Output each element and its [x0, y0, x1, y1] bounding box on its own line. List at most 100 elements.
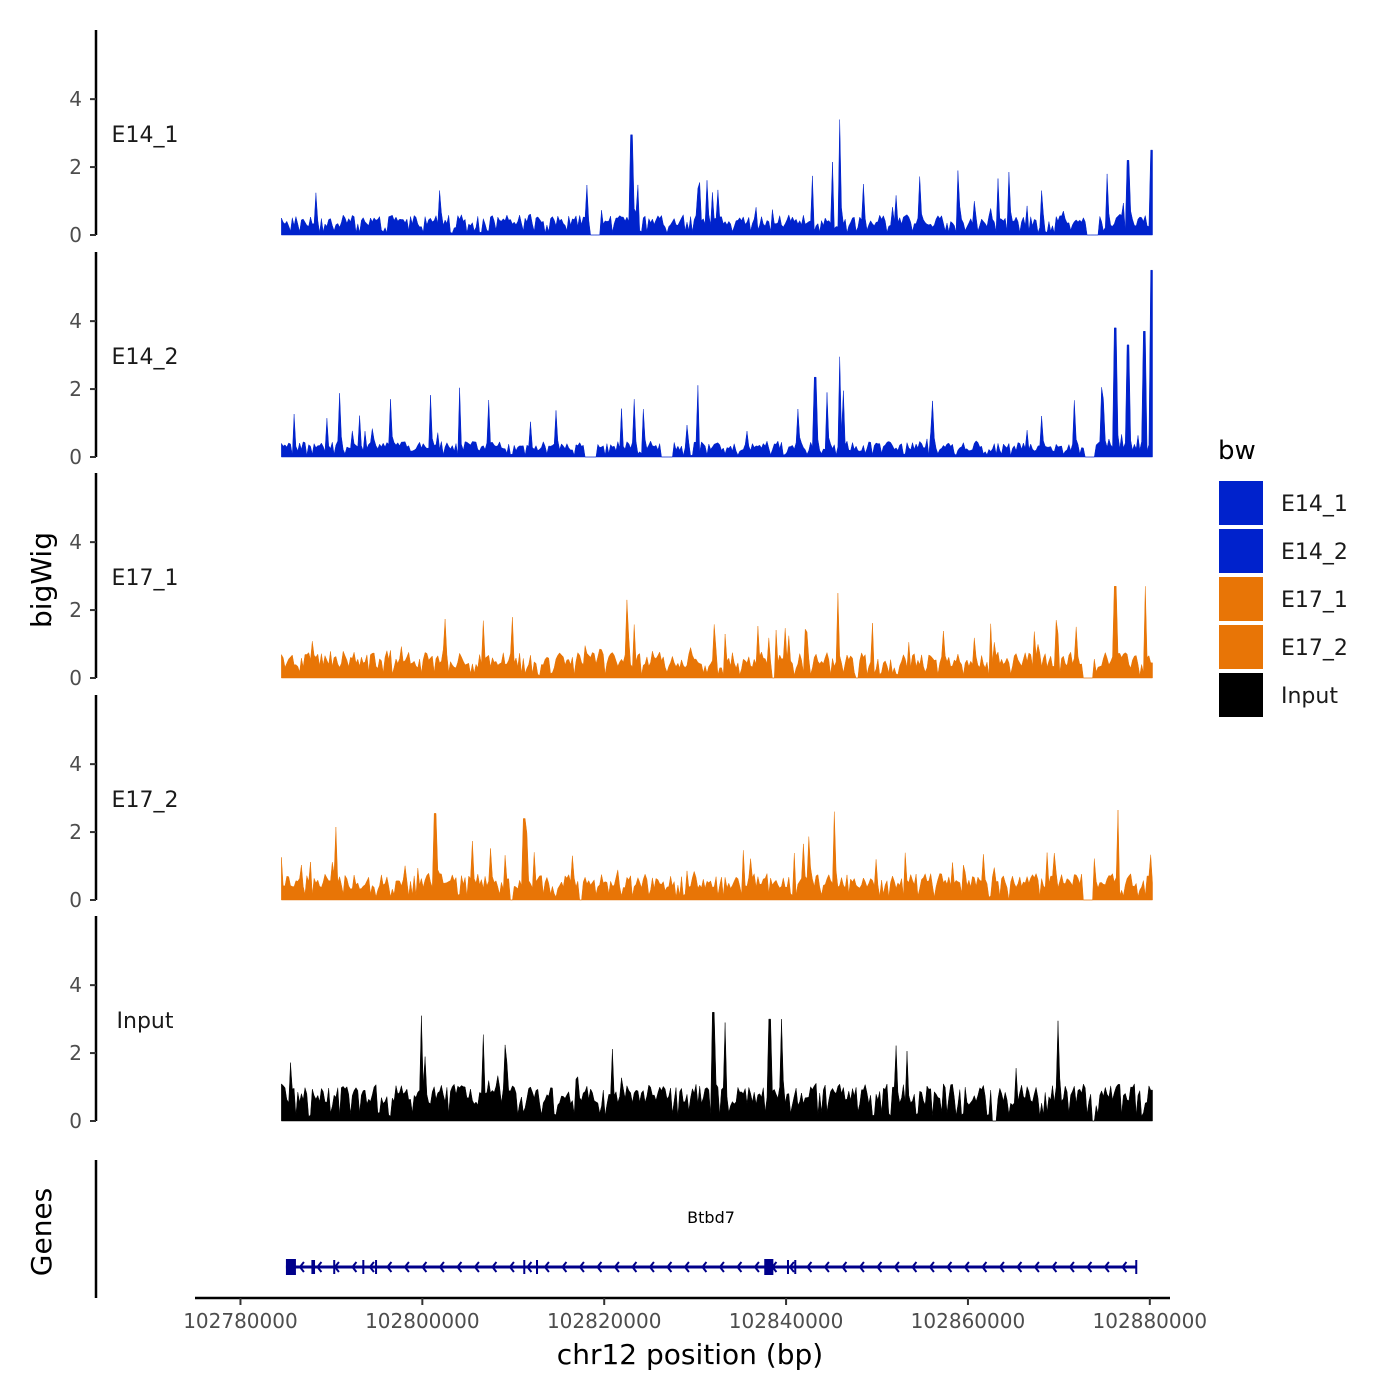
signal-area-E14_1: [281, 119, 1153, 236]
strand-arrow: [1051, 1261, 1058, 1273]
track-label: Input: [117, 1009, 174, 1034]
legend-entry-E14_1: E14_1: [1219, 481, 1348, 525]
strand-arrow: [946, 1261, 953, 1273]
legend-swatch: [1219, 529, 1263, 573]
strand-arrow: [1086, 1261, 1093, 1273]
strand-arrow: [911, 1261, 918, 1273]
track-label: E14_1: [112, 123, 179, 148]
y-tick-label: 0: [69, 1109, 82, 1133]
strand-arrow: [648, 1261, 655, 1273]
track-E17_2: 0 2 4 E17_2: [69, 695, 1153, 912]
legend-entry-Input: Input: [1219, 673, 1338, 717]
tracks: 0 2 4 E14_1 0 2 4 E14_2 0 2 4 E17_1 0 2 4 E17_2 0 2 4 Input: [69, 30, 1153, 1133]
strand-arrow: [578, 1261, 585, 1273]
y-tick-label: 4: [69, 87, 82, 111]
x-tick-label: 102780000: [183, 1309, 298, 1333]
y-tick-label: 4: [69, 530, 82, 554]
genes-axis-title: Genes: [25, 1188, 58, 1276]
x-tick-label: 102800000: [365, 1309, 480, 1333]
strand-arrow: [1068, 1261, 1075, 1273]
strand-arrow: [806, 1261, 813, 1273]
exon: [333, 1260, 336, 1274]
signal-area-E14_2: [281, 269, 1153, 458]
strand-arrow: [596, 1261, 603, 1273]
signal-area-E17_2: [281, 809, 1153, 901]
strand-arrow: [298, 1261, 305, 1273]
strand-arrow: [631, 1261, 638, 1273]
exon: [786, 1260, 789, 1274]
track-label: E17_1: [112, 566, 179, 591]
strand-arrow: [858, 1261, 865, 1273]
strand-arrow: [666, 1261, 673, 1273]
legend-label: E14_1: [1281, 492, 1348, 517]
x-tick-label: 102840000: [729, 1309, 844, 1333]
legend-swatch: [1219, 673, 1263, 717]
strand-arrow: [613, 1261, 620, 1273]
strand-arrow: [526, 1261, 533, 1273]
y-tick-label: 0: [69, 445, 82, 469]
exon: [523, 1260, 526, 1274]
legend-title: bw: [1218, 436, 1256, 466]
legend-swatch: [1219, 625, 1263, 669]
strand-arrow: [1121, 1261, 1128, 1273]
track-label: E14_2: [112, 345, 179, 370]
track-E14_1: 0 2 4 E14_1: [69, 30, 1153, 247]
y-tick-label: 0: [69, 223, 82, 247]
gene-track: Btbd7: [94, 1160, 1138, 1298]
strand-arrow: [701, 1261, 708, 1273]
strand-arrow: [893, 1261, 900, 1273]
strand-arrow: [316, 1261, 323, 1273]
exon: [362, 1260, 365, 1274]
exon: [375, 1260, 378, 1274]
signal-area-E17_1: [281, 586, 1153, 679]
x-tick-label: 102860000: [911, 1309, 1026, 1333]
y-tick-label: 4: [69, 309, 82, 333]
gene-name-label: Btbd7: [687, 1208, 735, 1227]
strand-arrow: [508, 1261, 515, 1273]
exon: [311, 1260, 316, 1274]
exon: [1135, 1260, 1138, 1274]
strand-arrow: [683, 1261, 690, 1273]
strand-arrow: [963, 1261, 970, 1273]
y-tick-label: 4: [69, 752, 82, 776]
y-axis-title: bigWig: [25, 532, 58, 628]
y-tick-label: 2: [69, 155, 82, 179]
legend-label: E17_1: [1281, 588, 1348, 613]
strand-arrow: [561, 1261, 568, 1273]
strand-arrow: [368, 1261, 375, 1273]
strand-arrow: [473, 1261, 480, 1273]
legend-swatch: [1219, 481, 1263, 525]
strand-arrow: [736, 1261, 743, 1273]
x-axis-title: chr12 position (bp): [557, 1338, 823, 1371]
exon: [285, 1259, 296, 1275]
x-tick-label: 102880000: [1093, 1309, 1208, 1333]
legend-label: E14_2: [1281, 540, 1348, 565]
legend-label: E17_2: [1281, 636, 1348, 661]
strand-arrow: [753, 1261, 760, 1273]
strand-arrow: [421, 1261, 428, 1273]
track-E17_1: 0 2 4 E17_1: [69, 473, 1153, 690]
strand-arrow: [788, 1261, 795, 1273]
strand-arrow: [456, 1261, 463, 1273]
legend-entry-E17_2: E17_2: [1219, 625, 1348, 669]
strand-arrow: [543, 1261, 550, 1273]
x-axis: 102780000 102800000 102820000 102840000 1028…: [183, 1296, 1208, 1333]
strand-arrow: [981, 1261, 988, 1273]
strand-arrow: [876, 1261, 883, 1273]
strand-arrow: [491, 1261, 498, 1273]
track-E14_2: 0 2 4 E14_2: [69, 252, 1153, 469]
y-tick-label: 2: [69, 820, 82, 844]
y-tick-label: 0: [69, 666, 82, 690]
strand-arrow: [928, 1261, 935, 1273]
strand-arrow: [1016, 1261, 1023, 1273]
legend: bw E14_1 E14_2 E17_1 E17_2 Input: [1218, 436, 1348, 717]
track-Input: 0 2 4 Input: [69, 916, 1153, 1133]
strand-arrow: [403, 1261, 410, 1273]
strand-arrow: [351, 1261, 358, 1273]
strand-arrow: [998, 1261, 1005, 1273]
legend-entry-E14_2: E14_2: [1219, 529, 1348, 573]
y-tick-label: 2: [69, 598, 82, 622]
signal-area-Input: [281, 1012, 1153, 1122]
y-tick-label: 0: [69, 888, 82, 912]
legend-swatch: [1219, 577, 1263, 621]
